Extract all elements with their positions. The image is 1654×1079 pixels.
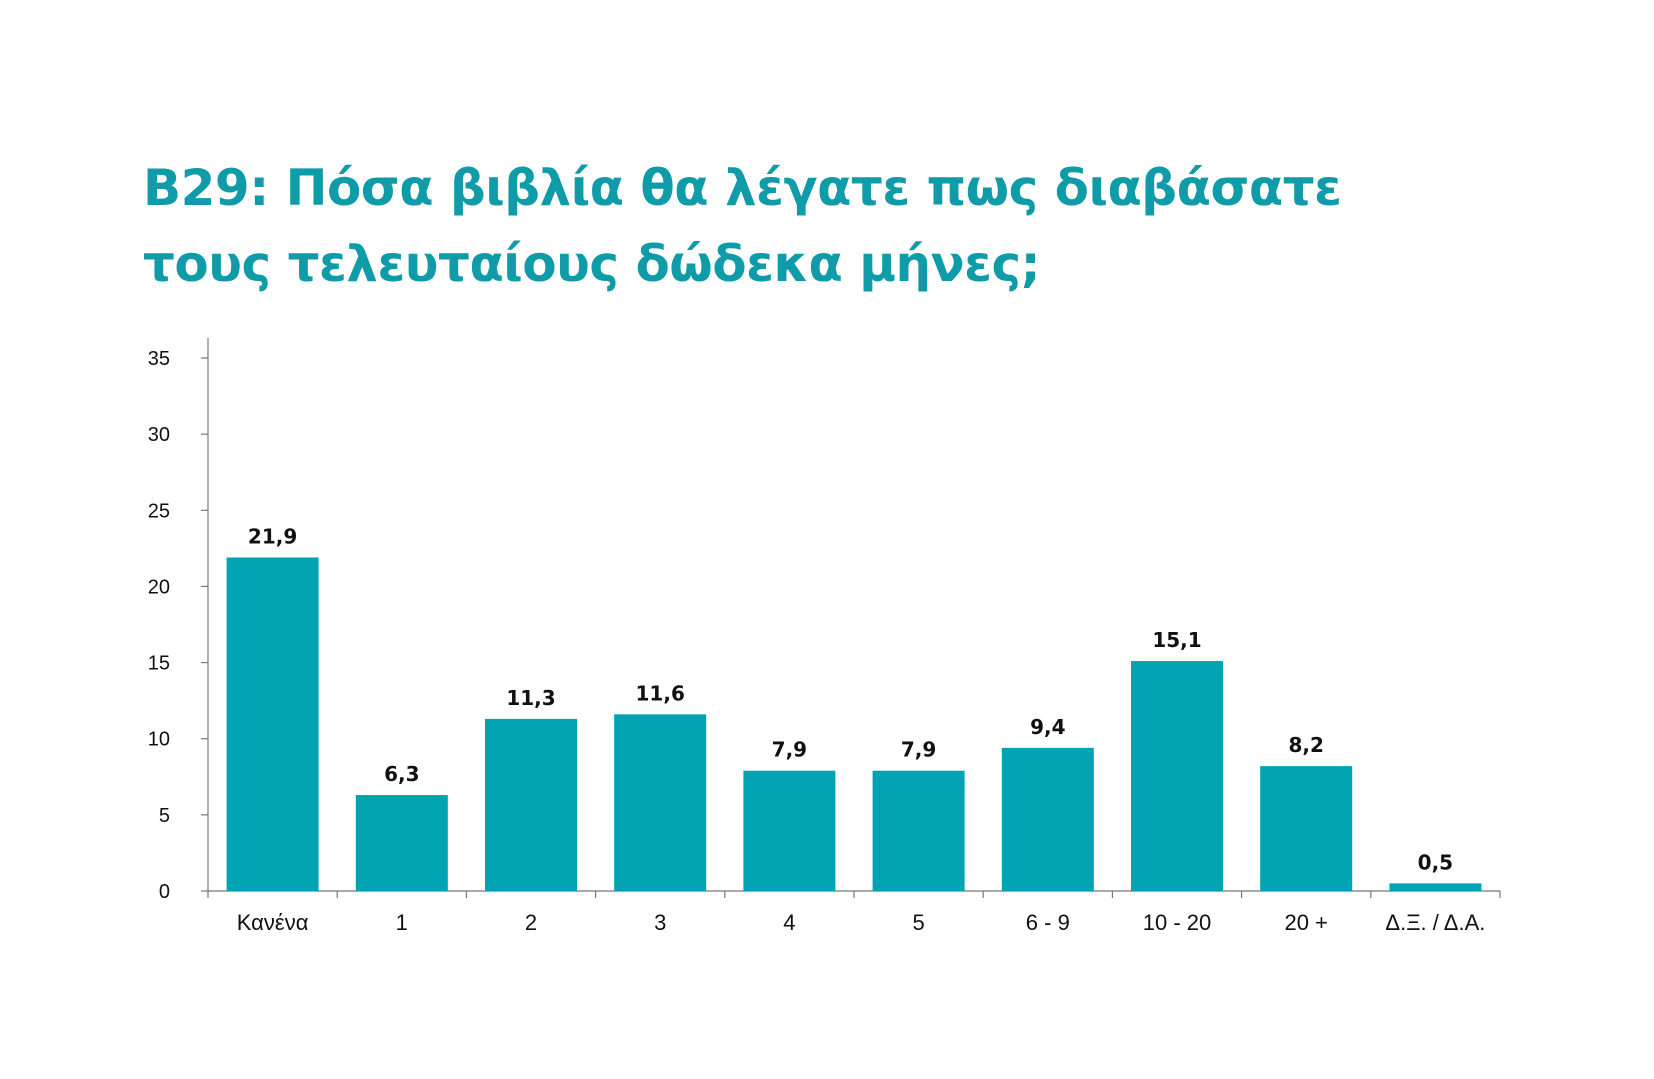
bar-0	[226, 557, 319, 891]
data-label-3: 11,6	[636, 681, 685, 705]
data-label-9: 0,5	[1418, 850, 1453, 874]
bar-6	[1001, 747, 1094, 891]
chart-labels: 21,9 Κανένα 6,3 1 11,3 2 11,6 3 7,9 4 7,9 5 9,4 6 - 9…	[237, 524, 1486, 935]
y-tick-label: 5	[159, 805, 170, 827]
y-tick-label: 30	[148, 424, 170, 446]
chart-bars	[226, 557, 1482, 891]
y-tick-label: 35	[148, 348, 170, 370]
chart-title-line-2: τους τελευταίους δώδεκα μήνες;	[143, 235, 1041, 293]
data-label-5: 7,9	[901, 738, 936, 762]
category-label-8: 20 +	[1284, 910, 1327, 935]
bar-2	[485, 718, 577, 891]
category-label-2: 2	[525, 910, 537, 935]
category-label-3: 3	[654, 910, 666, 935]
data-label-7: 15,1	[1152, 628, 1201, 652]
category-label-0: Κανένα	[237, 910, 309, 935]
y-tick-label: 25	[148, 500, 170, 522]
data-label-0: 21,9	[248, 524, 297, 548]
bar-3	[614, 714, 707, 891]
bar-1	[355, 795, 448, 891]
bar-9	[1389, 883, 1482, 891]
y-tick-label: 15	[148, 653, 170, 675]
data-label-1: 6,3	[384, 762, 419, 786]
data-label-6: 9,4	[1030, 715, 1065, 739]
bar-5	[872, 770, 965, 891]
data-label-8: 8,2	[1288, 733, 1323, 757]
data-label-4: 7,9	[772, 738, 807, 762]
data-label-2: 11,3	[506, 686, 555, 710]
category-label-9: Δ.Ξ. / Δ.Α.	[1385, 910, 1485, 935]
bar-4	[743, 770, 836, 891]
category-label-6: 6 - 9	[1026, 910, 1070, 935]
chart-title-line-1: B29: Πόσα βιβλία θα λέγατε πως διαβάσατε	[143, 159, 1342, 217]
category-label-5: 5	[912, 910, 924, 935]
bar-7	[1131, 661, 1223, 891]
y-tick-label: 20	[148, 576, 170, 598]
bar-8	[1260, 766, 1353, 891]
y-tick-label: 10	[148, 729, 170, 751]
y-tick-label: 0	[159, 881, 170, 903]
category-label-4: 4	[783, 910, 795, 935]
chart-title: B29: Πόσα βιβλία θα λέγατε πως διαβάσατε…	[143, 150, 1543, 302]
category-label-1: 1	[396, 910, 408, 935]
category-label-7: 10 - 20	[1143, 910, 1212, 935]
